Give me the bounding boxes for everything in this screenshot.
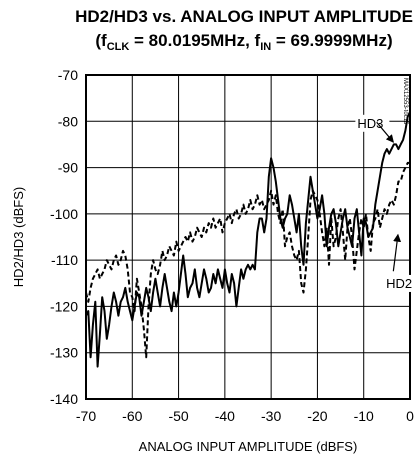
y-tick-label: -120 bbox=[50, 298, 78, 314]
subtitle-mid: = 80.0195MHz, f bbox=[129, 31, 260, 50]
x-tick-label: 0 bbox=[406, 408, 414, 424]
x-tick-labels: -70 -60 -50 -40 -30 -20 -10 0 bbox=[76, 408, 414, 424]
chart-title: HD2/HD3 vs. ANALOG INPUT AMPLITUDE bbox=[75, 7, 413, 26]
y-tick-label: -140 bbox=[50, 391, 78, 407]
x-tick-label: -50 bbox=[168, 408, 188, 424]
subtitle-open: (f bbox=[95, 31, 107, 50]
y-tick-label: -130 bbox=[50, 345, 78, 361]
subtitle-in-subscript: IN bbox=[260, 41, 271, 53]
y-tick-label: -100 bbox=[50, 206, 78, 222]
hd3-annotation: HD3 bbox=[357, 116, 383, 131]
y-axis-label: HD2/HD3 (dBFS) bbox=[11, 187, 26, 287]
x-tick-label: -10 bbox=[354, 408, 374, 424]
y-tick-label: -90 bbox=[58, 160, 78, 176]
hd2-label-background bbox=[384, 274, 417, 292]
hd3-arrow bbox=[376, 121, 394, 143]
hd2-annotation: HD2 bbox=[386, 276, 412, 291]
y-tick-label: -70 bbox=[58, 67, 78, 83]
x-tick-label: -70 bbox=[76, 408, 96, 424]
annotations: HD3 HD2 bbox=[355, 114, 417, 292]
hd3-series-line bbox=[85, 111, 411, 368]
y-tick-label: -80 bbox=[58, 113, 78, 129]
subtitle-close: = 69.9999MHz) bbox=[271, 31, 392, 50]
hd2-arrow bbox=[392, 233, 402, 272]
x-axis-label: ANALOG INPUT AMPLITUDE (dBFS) bbox=[139, 439, 358, 454]
chart-subtitle: (fCLK = 80.0195MHz, fIN = 69.9999MHz) bbox=[95, 31, 392, 53]
series-layer bbox=[85, 111, 411, 368]
plot-frame bbox=[85, 74, 411, 400]
x-tick-label: -20 bbox=[307, 408, 327, 424]
subtitle-clk-subscript: CLK bbox=[107, 41, 130, 53]
hd2-series-line bbox=[85, 161, 410, 359]
x-tick-label: -40 bbox=[215, 408, 235, 424]
figure-code: MAX12553-toc15 bbox=[402, 78, 408, 125]
y-tick-labels: -70 -80 -90 -100 -110 -120 -130 -140 bbox=[50, 67, 78, 407]
x-tick-label: -60 bbox=[122, 408, 142, 424]
x-tick-label: -30 bbox=[261, 408, 281, 424]
y-tick-label: -110 bbox=[51, 252, 78, 268]
